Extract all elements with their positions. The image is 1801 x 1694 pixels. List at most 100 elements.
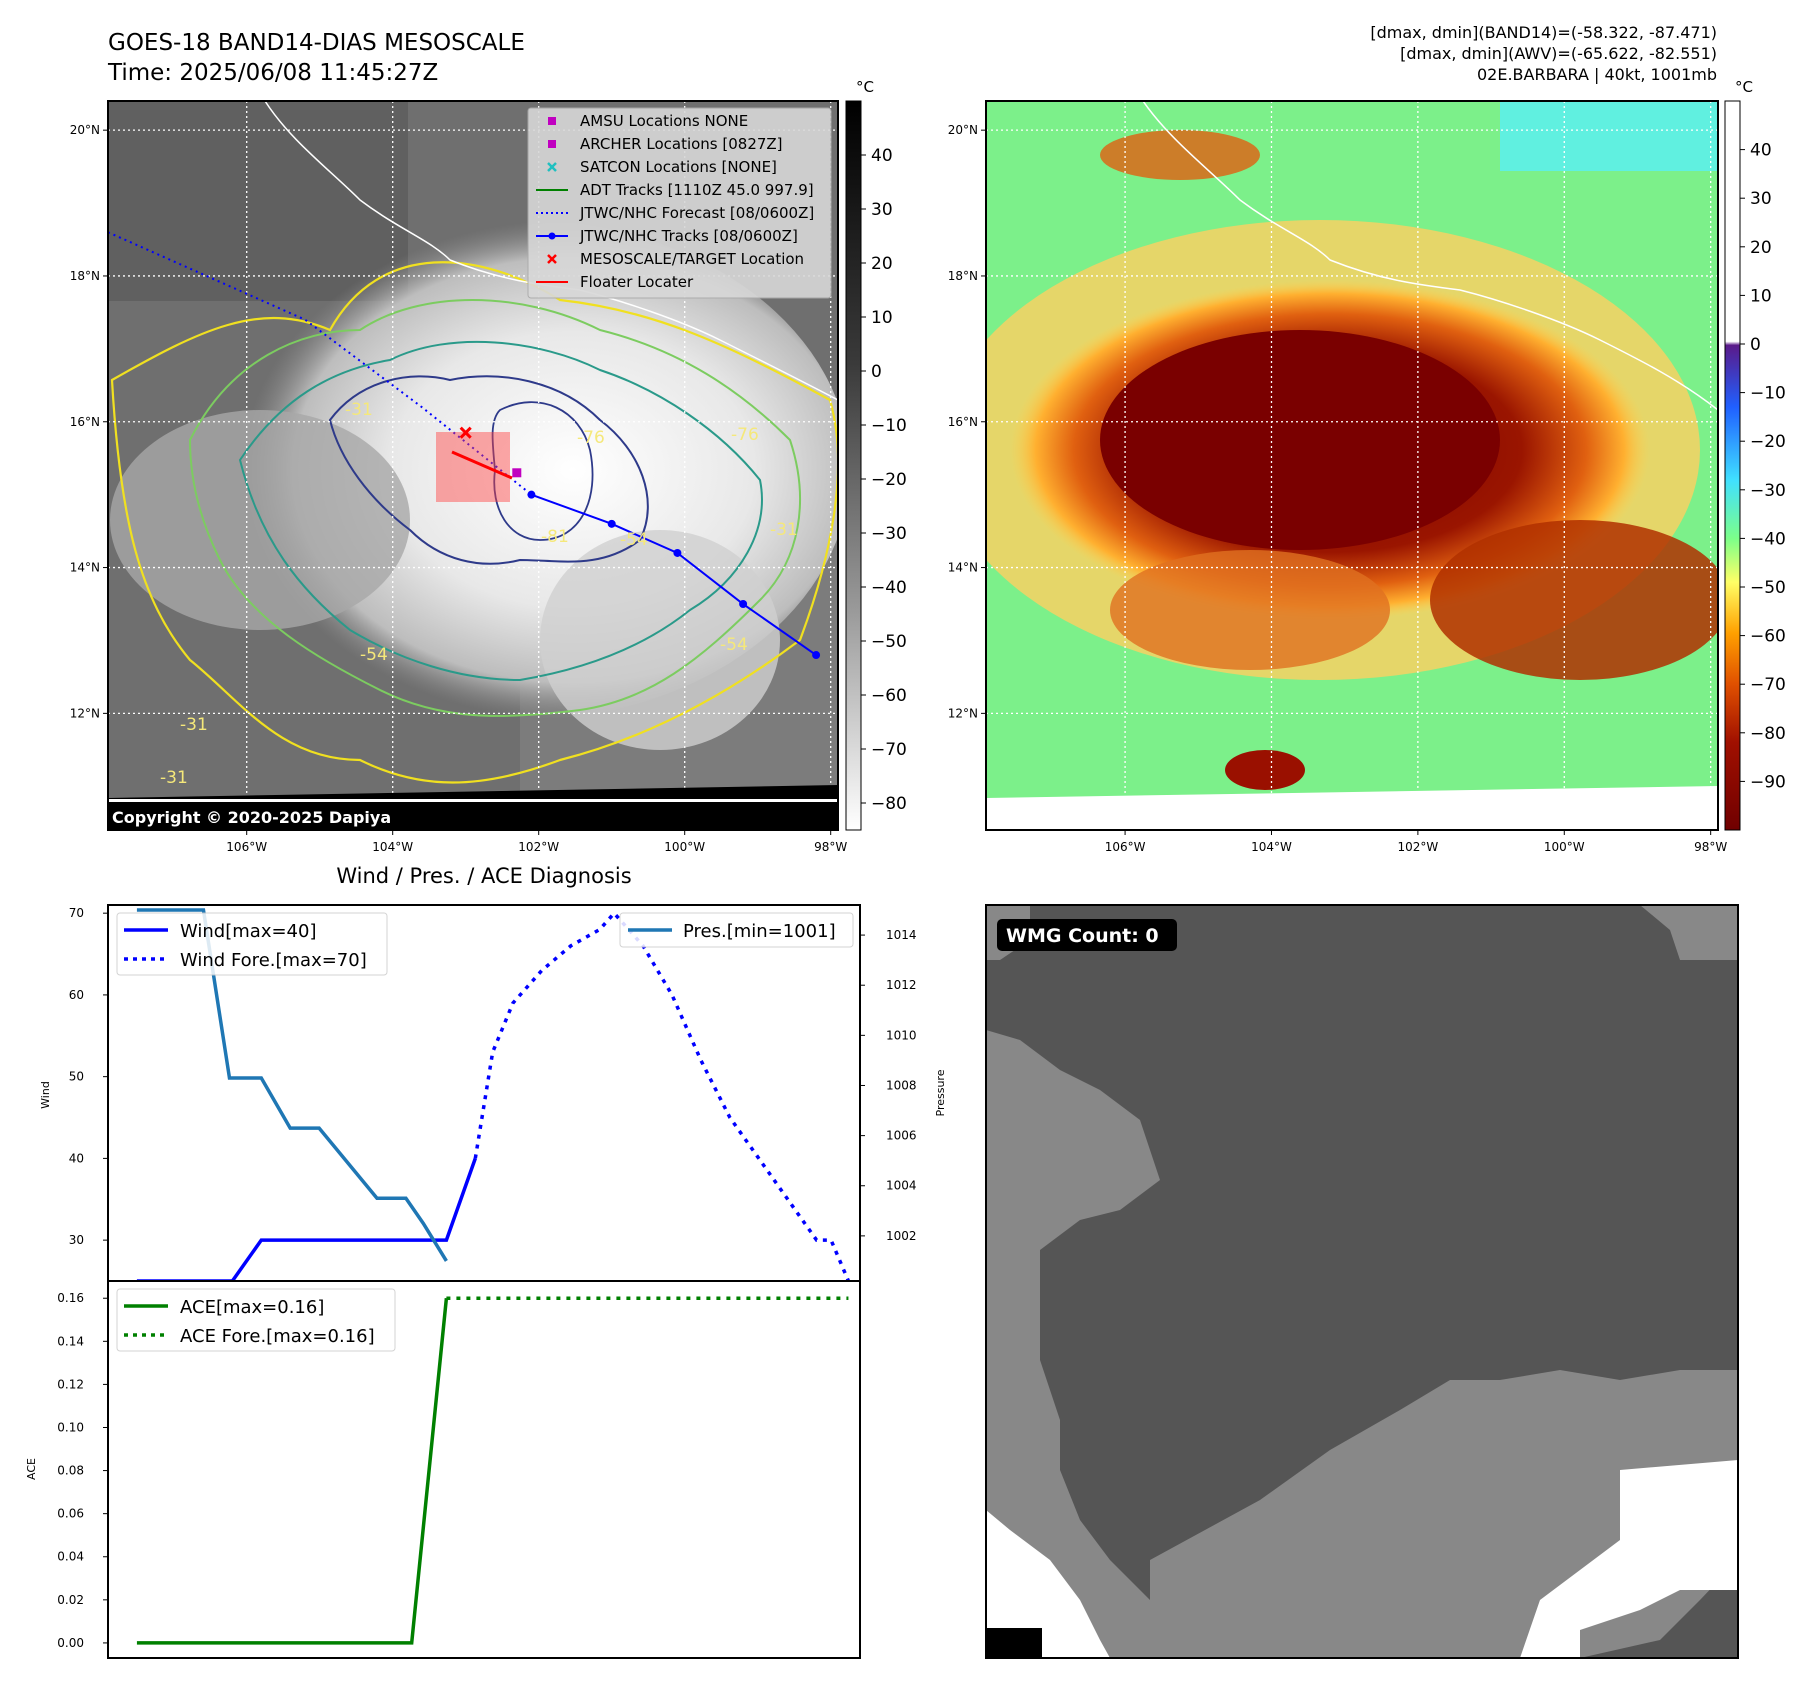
ir-cbar-tick-label: 10: [871, 308, 893, 328]
no-data-strip: [108, 785, 838, 799]
wmg-black-corner: [986, 1628, 1042, 1658]
contour-label: -76: [577, 428, 605, 448]
ace-tick-label: 0.06: [57, 1507, 84, 1521]
awv-coastline: [1142, 101, 1718, 411]
ir-lat-tick-label: 18°N: [70, 269, 100, 283]
ir-lon-tick-label: 102°W: [518, 840, 559, 854]
pressure-tick-label: 1008: [886, 1078, 917, 1092]
ir-cbar-tick-label: 20: [871, 254, 893, 274]
ace-tick-label: 0.02: [57, 1593, 84, 1607]
awv-cbar-tick-label: 0: [1750, 335, 1761, 355]
figure-title-line1: GOES-18 BAND14-DIAS MESOSCALE: [108, 30, 525, 56]
ir-colorbar-unit: °C: [856, 78, 874, 96]
pressure-tick-label: 1010: [886, 1028, 917, 1042]
awv-band-se: [1430, 520, 1718, 680]
ir-cbar-tick-label: 40: [871, 146, 893, 166]
contour-81: [491, 401, 594, 541]
wind-fore-legend-label: Wind Fore.[max=70]: [180, 950, 367, 971]
contour-labels: -31 -31 -54 -54 -76 -76 -81 -31 -54 -31: [160, 400, 798, 788]
contour-label: -54: [620, 530, 648, 550]
info-line3: 02E.BARBARA | 40kt, 1001mb: [1477, 65, 1717, 84]
wmg-light-region-top-right: [1640, 905, 1738, 960]
awv-top-band: [1500, 101, 1718, 171]
mesoscale-target-box: [436, 432, 510, 502]
wind-y-ticks: 30 40 50 60 70: [69, 906, 108, 1247]
ace-tick-label: 0.14: [57, 1334, 84, 1348]
ir-lat-tick-label: 20°N: [70, 123, 100, 137]
legend-label: JTWC/NHC Tracks [08/0600Z]: [579, 227, 798, 245]
target-x-stroke: [459, 426, 472, 439]
pressure-tick-label: 1014: [886, 928, 917, 942]
ir-colorbar-ticks: 40 30 20 10 0 −10 −20 −30 −40 −50 −60 −70 −80: [861, 146, 907, 814]
awv-map-frame: [985, 100, 1719, 831]
ir-cbar-tick-label: −10: [871, 416, 907, 436]
wind-tick-label: 50: [69, 1070, 84, 1084]
awv-gridlines: [986, 101, 1718, 799]
legend-label: ADT Tracks [1110Z 45.0 997.9]: [580, 181, 814, 199]
ir-lat-ticks: 20°N 18°N 16°N 14°N 12°N: [70, 123, 108, 720]
legend-label: MESOSCALE/TARGET Location: [580, 250, 804, 268]
ir-cbar-tick-label: −20: [871, 470, 907, 490]
ace-tick-label: 0.12: [57, 1377, 84, 1391]
ir-cbar-tick-label: −40: [871, 578, 907, 598]
awv-cbar-tick-label: −20: [1750, 432, 1786, 452]
ir-map-frame: [107, 100, 839, 831]
ir-lon-tick-label: 98°W: [814, 840, 847, 854]
floater-locater-line: [451, 450, 513, 480]
track-point: [739, 600, 748, 609]
copyright-text: Copyright © 2020-2025 Dapiya: [112, 808, 391, 827]
legend-marker-x: [547, 254, 557, 264]
info-line2: [dmax, dmin](AWV)=(-65.622, -82.551): [1400, 44, 1717, 63]
ir-cbar-tick-label: −60: [871, 686, 907, 706]
pressure-legend-label: Pres.[min=1001]: [683, 921, 836, 942]
ir-cbar-tick-label: 30: [871, 200, 893, 220]
ace-tick-label: 0.00: [57, 1636, 84, 1650]
awv-no-data-strip: [986, 786, 1718, 799]
legend-marker-square: [548, 117, 556, 125]
info-line1: [dmax, dmin](BAND14)=(-58.322, -87.471): [1370, 23, 1717, 42]
contour-label: -31: [345, 400, 373, 420]
contour-64: [238, 340, 763, 682]
ace-legend-label: ACE[max=0.16]: [180, 1297, 324, 1318]
ace-tick-label: 0.08: [57, 1464, 84, 1478]
contour-54: [188, 299, 801, 717]
awv-cbar-tick-label: −80: [1750, 724, 1786, 744]
awv-lat-tick-label: 20°N: [948, 123, 978, 137]
awv-cbar-tick-label: 40: [1750, 141, 1772, 161]
ir-lat-tick-label: 12°N: [70, 706, 100, 720]
legend-marker-square: [548, 140, 556, 148]
awv-lat-tick-label: 12°N: [948, 706, 978, 720]
ace-tick-label: 0.16: [57, 1291, 84, 1305]
wind-legend-label: Wind[max=40]: [180, 921, 317, 942]
awv-lat-tick-label: 14°N: [948, 561, 978, 575]
awv-band-n: [1100, 130, 1260, 180]
legend-marker-x: [547, 162, 557, 172]
pressure-tick-label: 1006: [886, 1129, 917, 1143]
awv-cbar-tick-label: −50: [1750, 578, 1786, 598]
ir-legend-items: AMSU Locations NONE ARCHER Locations [082…: [536, 112, 814, 291]
pressure-y-ticks: 1002 1004 1006 1008 1010 1012 1014: [860, 928, 917, 1243]
legend-label: ARCHER Locations [0827Z]: [580, 135, 783, 153]
awv-cbar-tick-label: 30: [1750, 189, 1772, 209]
awv-core-center: [1100, 330, 1500, 550]
awv-lon-tick-label: 100°W: [1544, 840, 1585, 854]
contour-label: -54: [720, 635, 748, 655]
pressure-legend-box: [619, 912, 854, 948]
legend-label: SATCON Locations [NONE]: [580, 158, 777, 176]
awv-lon-tick-label: 106°W: [1105, 840, 1146, 854]
ir-cbar-tick-label: −50: [871, 632, 907, 652]
wind-tick-label: 70: [69, 906, 84, 920]
ir-legend: AMSU Locations NONE ARCHER Locations [082…: [527, 107, 832, 299]
ir-lat-tick-label: 16°N: [70, 415, 100, 429]
wmg-count-badge: [997, 919, 1177, 951]
awv-map-panel: °C 403020100−10−20−30−40−50−60−70−80−90 …: [948, 78, 1786, 854]
series-line-ACE[max=0.16]: [136, 1298, 449, 1645]
pressure-axis-label: Pressure: [934, 1069, 947, 1116]
wmg-count-text: WMG Count: 0: [1006, 925, 1159, 947]
legend-marker-dot: [548, 232, 556, 240]
copyright-background: [108, 802, 838, 830]
awv-lon-tick-label: 98°W: [1694, 840, 1727, 854]
wind-axis-label: Wind: [39, 1081, 52, 1109]
ir-lon-tick-label: 100°W: [664, 840, 705, 854]
awv-lon-tick-label: 102°W: [1397, 840, 1438, 854]
